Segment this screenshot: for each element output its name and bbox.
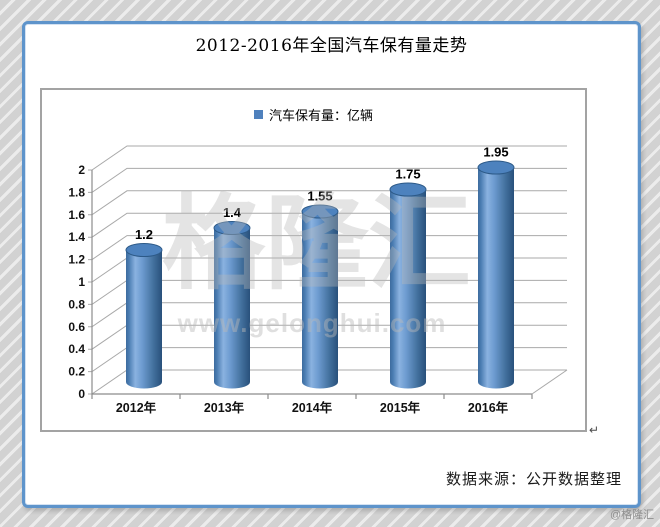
category-label: 2016年 <box>468 400 509 415</box>
gridline <box>88 279 567 305</box>
cylinder-bottom <box>214 375 250 389</box>
y-axis-label: 0.6 <box>68 320 85 334</box>
cylinder-top <box>389 182 427 197</box>
cylinder-body <box>390 189 426 382</box>
cylinder-body <box>126 250 162 382</box>
y-axis-label: 0.4 <box>68 342 85 356</box>
category-label: 2015年 <box>380 400 421 415</box>
cylinder-body <box>478 167 514 382</box>
legend-swatch-icon <box>253 109 263 119</box>
y-axis-label: 1 <box>78 275 85 289</box>
y-axis-label: 0.8 <box>68 297 85 311</box>
gridline <box>88 324 567 350</box>
gridline <box>88 167 567 193</box>
y-axis-label: 1.4 <box>68 230 85 244</box>
cylinder-bottom <box>478 375 514 389</box>
chart-card: 2012-2016年全国汽车保有量走势 汽车保有量：亿辆 0 0.2 0.4 0.6 0… <box>22 21 641 508</box>
data-label: 1.95 <box>483 145 508 160</box>
y-axis-label: 1.2 <box>68 253 85 267</box>
corner-watermark: @格隆汇 <box>610 509 655 521</box>
cylinder-top <box>125 243 163 257</box>
gridline <box>88 212 567 238</box>
y-axis-label: 0.2 <box>68 365 85 379</box>
bar-cylinder[interactable] <box>125 243 163 389</box>
cylinder-body <box>214 228 250 382</box>
gridline <box>88 369 567 395</box>
gridline <box>88 145 567 171</box>
cylinder-top <box>301 204 339 219</box>
data-label: 1.75 <box>395 167 420 182</box>
y-axis-label: 0 <box>78 387 85 401</box>
category-axis-line <box>91 393 533 399</box>
floor-right-edge <box>531 369 568 395</box>
category-label: 2014年 <box>292 400 333 415</box>
cylinder-top <box>477 160 515 175</box>
cylinder-bottom <box>126 375 162 389</box>
cylinder-bottom <box>302 375 338 389</box>
gridline <box>88 302 567 328</box>
cylinder-bottom <box>390 375 426 389</box>
data-label: 1.2 <box>135 227 153 242</box>
bar-cylinder[interactable] <box>477 160 515 389</box>
bar-cylinder[interactable] <box>389 182 427 389</box>
plot-area: 0 0.2 0.4 0.6 0.8 1 1.2 1.4 1.6 1.8 2 1.2 2012年 1.4 20… <box>68 145 568 415</box>
gridline <box>88 235 567 261</box>
cylinder-body <box>302 211 338 382</box>
plot-frame: 汽车保有量：亿辆 0 0.2 0.4 0.6 0.8 1 1.2 1.4 1.6 1.8 2 1.2 2… <box>40 88 587 432</box>
legend-label: 汽车保有量：亿辆 <box>268 107 373 123</box>
source-note: 数据来源：公开数据整理 <box>445 470 622 488</box>
category-label: 2013年 <box>204 400 245 415</box>
bar-cylinder[interactable] <box>213 221 251 389</box>
y-axis-label: 1.6 <box>68 208 85 222</box>
gridline <box>88 190 567 216</box>
paragraph-mark: ↵ <box>589 423 600 437</box>
data-label: 1.55 <box>307 189 332 204</box>
gridline <box>88 257 567 283</box>
bar-cylinder[interactable] <box>301 204 339 389</box>
chart-title: 2012-2016年全国汽车保有量走势 <box>195 36 468 56</box>
data-label: 1.4 <box>223 205 242 220</box>
legend: 汽车保有量：亿辆 <box>42 106 585 123</box>
y-axis-label: 1.8 <box>68 185 85 199</box>
gridline <box>88 347 567 373</box>
y-axis-label: 2 <box>78 163 85 177</box>
category-label: 2012年 <box>116 400 157 415</box>
cylinder-top <box>213 221 251 235</box>
